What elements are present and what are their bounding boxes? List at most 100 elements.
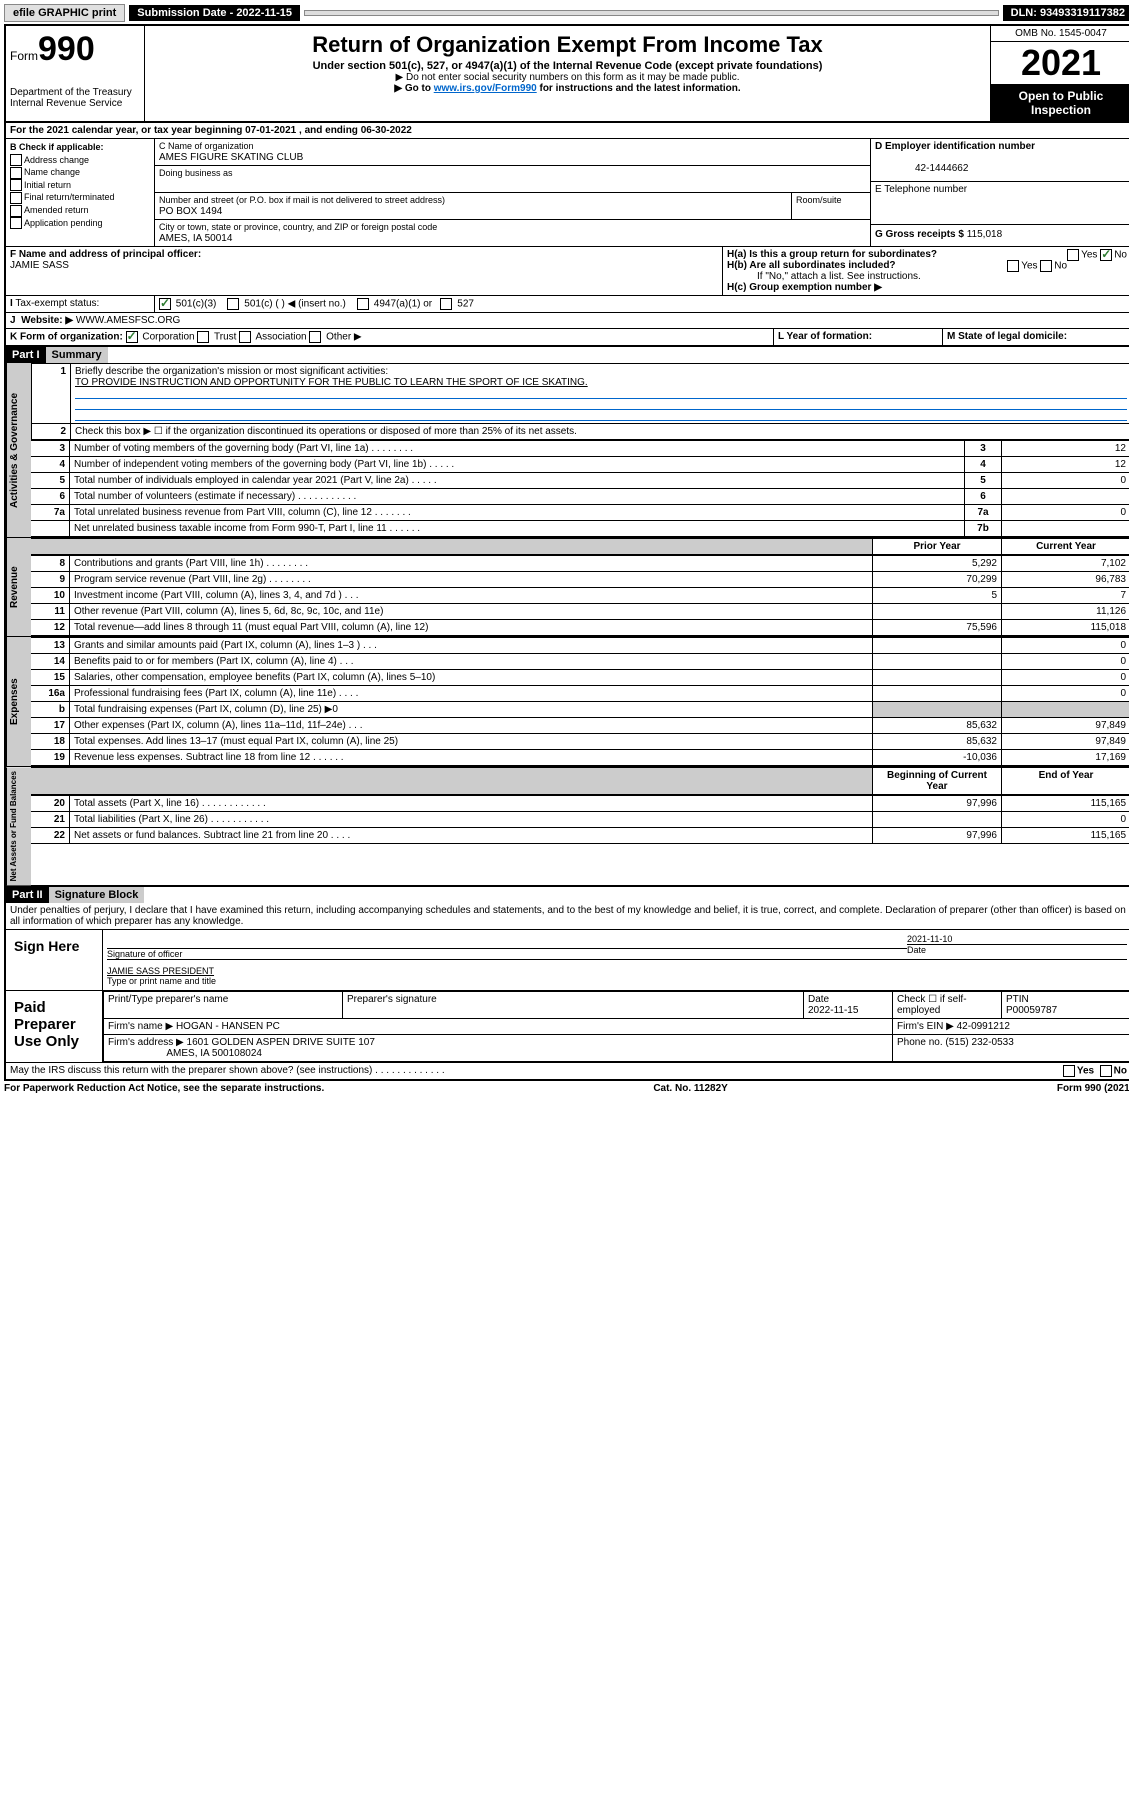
line-a: For the 2021 calendar year, or tax year … bbox=[4, 123, 1129, 139]
netassets-section: Net Assets or Fund Balances Beginning of… bbox=[4, 767, 1129, 887]
prep-date-label: Date bbox=[808, 994, 829, 1005]
chk-address-change[interactable] bbox=[10, 154, 22, 166]
revenue-section: Revenue Prior YearCurrent Year 8Contribu… bbox=[4, 538, 1129, 637]
room-label: Room/suite bbox=[796, 195, 842, 205]
efile-button[interactable]: efile GRAPHIC print bbox=[4, 4, 125, 22]
form-label: Form bbox=[10, 49, 38, 63]
top-bar: efile GRAPHIC print Submission Date - 20… bbox=[4, 4, 1129, 22]
chk-corp[interactable] bbox=[126, 331, 138, 343]
city-label: City or town, state or province, country… bbox=[159, 222, 437, 232]
footer-center: Cat. No. 11282Y bbox=[653, 1083, 727, 1094]
sig-date-label: Date bbox=[907, 944, 1127, 955]
section-i: I Tax-exempt status: 501(c)(3) 501(c) ( … bbox=[4, 296, 1129, 313]
expenses-section: Expenses 13Grants and similar amounts pa… bbox=[4, 637, 1129, 767]
lbl-final-return: Final return/terminated bbox=[24, 192, 115, 202]
opt-corp: Corporation bbox=[142, 332, 194, 343]
department: Department of the Treasury Internal Reve… bbox=[10, 87, 140, 109]
form-header: Form990 Department of the Treasury Inter… bbox=[4, 24, 1129, 123]
chk-assoc[interactable] bbox=[239, 331, 251, 343]
firm-addr-label: Firm's address ▶ bbox=[108, 1037, 184, 1048]
i-label: Tax-exempt status: bbox=[15, 298, 99, 309]
firm-name-label: Firm's name ▶ bbox=[108, 1021, 173, 1032]
chk-other[interactable] bbox=[309, 331, 321, 343]
chk-name-change[interactable] bbox=[10, 167, 22, 179]
prep-name-label: Print/Type preparer's name bbox=[104, 992, 343, 1019]
footer-left: For Paperwork Reduction Act Notice, see … bbox=[4, 1083, 324, 1094]
chk-app-pending[interactable] bbox=[10, 217, 22, 229]
sig-officer-label: Signature of officer bbox=[107, 948, 907, 959]
section-h: H(a) Is this a group return for subordin… bbox=[723, 247, 1129, 295]
sig-date: 2021-11-10 bbox=[907, 934, 1127, 944]
hb-yes[interactable] bbox=[1007, 260, 1019, 272]
gross-label: G Gross receipts $ bbox=[875, 229, 964, 240]
opt-501c3: 501(c)(3) bbox=[176, 299, 217, 310]
identity-block: B Check if applicable: Address change Na… bbox=[4, 139, 1129, 247]
opt-527: 527 bbox=[457, 299, 474, 310]
lbl-name-change: Name change bbox=[24, 167, 80, 177]
dln: DLN: 93493319117382 bbox=[1003, 5, 1129, 21]
section-deg: D Employer identification number 42-1444… bbox=[871, 139, 1129, 246]
omb-number: OMB No. 1545-0047 bbox=[991, 26, 1129, 42]
ptin-value: P00059787 bbox=[1006, 1005, 1057, 1016]
phone-label: E Telephone number bbox=[875, 184, 967, 195]
ein-label: D Employer identification number bbox=[875, 141, 1035, 152]
l-label: L Year of formation: bbox=[778, 331, 872, 342]
header-right: OMB No. 1545-0047 2021 Open to Public In… bbox=[991, 26, 1129, 121]
opt-501c: 501(c) ( ) ◀ (insert no.) bbox=[244, 299, 346, 310]
org-address: PO BOX 1494 bbox=[159, 206, 222, 217]
section-c: C Name of organization AMES FIGURE SKATI… bbox=[155, 139, 871, 246]
line2-text: Check this box ▶ ☐ if the organization d… bbox=[71, 424, 1129, 440]
ptin-label: PTIN bbox=[1006, 994, 1029, 1005]
ha-yes[interactable] bbox=[1067, 249, 1079, 261]
dba-label: Doing business as bbox=[159, 168, 233, 178]
chk-initial-return[interactable] bbox=[10, 179, 22, 191]
firm-ein: 42-0991212 bbox=[957, 1021, 1010, 1032]
col-end: End of Year bbox=[1002, 768, 1129, 795]
gross-value: 115,018 bbox=[967, 229, 1002, 240]
preparer-table: Print/Type preparer's name Preparer's si… bbox=[103, 991, 1129, 1062]
note2-suffix: for instructions and the latest informat… bbox=[537, 83, 741, 94]
firm-ein-label: Firm's EIN ▶ bbox=[897, 1021, 954, 1032]
part2-header: Part II bbox=[6, 887, 49, 903]
hb-note: If "No," attach a list. See instructions… bbox=[727, 271, 1127, 282]
netassets-header: Beginning of Current YearEnd of Year bbox=[31, 767, 1129, 795]
chk-501c3[interactable] bbox=[159, 298, 171, 310]
ha-no[interactable] bbox=[1100, 249, 1112, 261]
lbl-initial-return: Initial return bbox=[24, 180, 71, 190]
col-prior: Prior Year bbox=[873, 539, 1002, 555]
irs-yes[interactable] bbox=[1063, 1065, 1075, 1077]
part1-header: Part I bbox=[6, 347, 46, 363]
col-begin: Beginning of Current Year bbox=[873, 768, 1002, 795]
hc-label: H(c) Group exemption number ▶ bbox=[727, 282, 882, 293]
website: WWW.AMESFSC.ORG bbox=[76, 315, 180, 326]
check-if-self: Check ☐ if self-employed bbox=[893, 992, 1002, 1019]
form-title: Return of Organization Exempt From Incom… bbox=[149, 32, 986, 58]
irs-link[interactable]: www.irs.gov/Form990 bbox=[434, 83, 537, 94]
chk-527[interactable] bbox=[440, 298, 452, 310]
may-irs: May the IRS discuss this return with the… bbox=[10, 1065, 1063, 1077]
expenses-label: Expenses bbox=[6, 637, 31, 766]
gov-rows: 3Number of voting members of the governi… bbox=[31, 440, 1129, 537]
chk-501c[interactable] bbox=[227, 298, 239, 310]
chk-final-return[interactable] bbox=[10, 192, 22, 204]
netassets-label: Net Assets or Fund Balances bbox=[6, 767, 31, 885]
section-b-label: B Check if applicable: bbox=[10, 142, 104, 152]
irs-no[interactable] bbox=[1100, 1065, 1112, 1077]
hb-no[interactable] bbox=[1040, 260, 1052, 272]
footer-right: Form 990 (2021) bbox=[1057, 1083, 1129, 1094]
lbl-amended: Amended return bbox=[24, 205, 89, 215]
opt-4947: 4947(a)(1) or bbox=[374, 299, 432, 310]
ha-yes-lbl: Yes bbox=[1081, 250, 1097, 261]
governance-label: Activities & Governance bbox=[6, 363, 31, 537]
col-current: Current Year bbox=[1002, 539, 1129, 555]
section-f: F Name and address of principal officer:… bbox=[6, 247, 723, 295]
k-label: K Form of organization: bbox=[10, 332, 123, 343]
ha-label: H(a) Is this a group return for subordin… bbox=[727, 249, 937, 260]
revenue-label: Revenue bbox=[6, 538, 31, 636]
signature-block: Sign Here Signature of officer 2021-11-1… bbox=[4, 929, 1129, 1081]
chk-trust[interactable] bbox=[197, 331, 209, 343]
officer-sig-name: JAMIE SASS PRESIDENT bbox=[107, 966, 214, 976]
chk-amended[interactable] bbox=[10, 205, 22, 217]
chk-4947[interactable] bbox=[357, 298, 369, 310]
opt-assoc: Association bbox=[255, 332, 306, 343]
